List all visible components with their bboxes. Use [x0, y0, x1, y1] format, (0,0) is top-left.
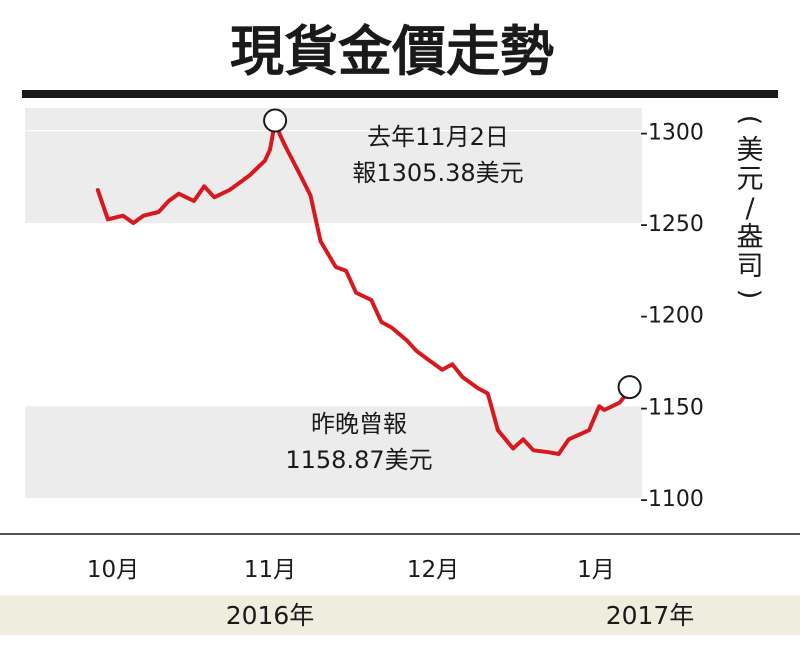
year-label: 2017年: [606, 601, 695, 630]
unit-char: 盎: [737, 222, 764, 253]
x-tick-label: 1月: [577, 557, 615, 583]
year-label: 2016年: [226, 601, 315, 630]
unit-glyph: 司: [737, 251, 764, 282]
grid-band-top: [25, 108, 642, 130]
x-tick-label: 10月: [87, 557, 139, 583]
unit-glyph: 元: [737, 164, 764, 195]
unit-glyph: 盎: [737, 222, 764, 253]
x-tick-label: 12月: [407, 557, 459, 583]
x-axis-month-labels: 10月 11月 12月 1月: [87, 557, 615, 583]
unit-char: /: [745, 193, 755, 224]
year-band: [0, 595, 800, 635]
annotation-marker: [617, 375, 642, 400]
y-axis-unit-label: ( 美元/盎司): [734, 115, 765, 300]
unit-glyph: ): [734, 289, 765, 300]
unit-glyph: 美: [737, 135, 764, 166]
unit-char: 元: [737, 164, 764, 195]
background-bands: [25, 108, 642, 498]
y-tick-label: -1250: [640, 212, 704, 237]
x-tick-label: 11月: [244, 557, 296, 583]
annotation-line-2: 1158.87美元: [285, 446, 432, 474]
y-tick-label: -1200: [640, 304, 704, 329]
x-axis-year-labels: 2016年 2017年: [226, 601, 695, 630]
unit-glyph: (: [734, 115, 765, 126]
title-rule: [22, 90, 778, 98]
y-axis-ticks: -1300 -1250 -1200 -1150 -1100: [640, 120, 704, 512]
unit-glyph: /: [745, 193, 755, 224]
unit-char: (: [734, 115, 765, 126]
y-tick-label: -1100: [640, 487, 704, 512]
unit-char: 美: [737, 135, 764, 166]
y-tick-label: -1150: [640, 395, 704, 420]
unit-char: ): [734, 289, 765, 300]
price-line: [95, 119, 632, 456]
annotation-line-1: 昨晚曾報: [311, 410, 407, 438]
annotation-line-1: 去年11月2日: [367, 123, 509, 151]
chart-title: 現貨金價走勢: [230, 19, 554, 83]
annotation-marker: [263, 108, 288, 133]
grid-band-1: [25, 131, 642, 223]
unit-char: 司: [737, 251, 764, 282]
annotation-line-2: 報1305.38美元: [352, 159, 523, 187]
y-tick-label: -1300: [640, 120, 704, 145]
